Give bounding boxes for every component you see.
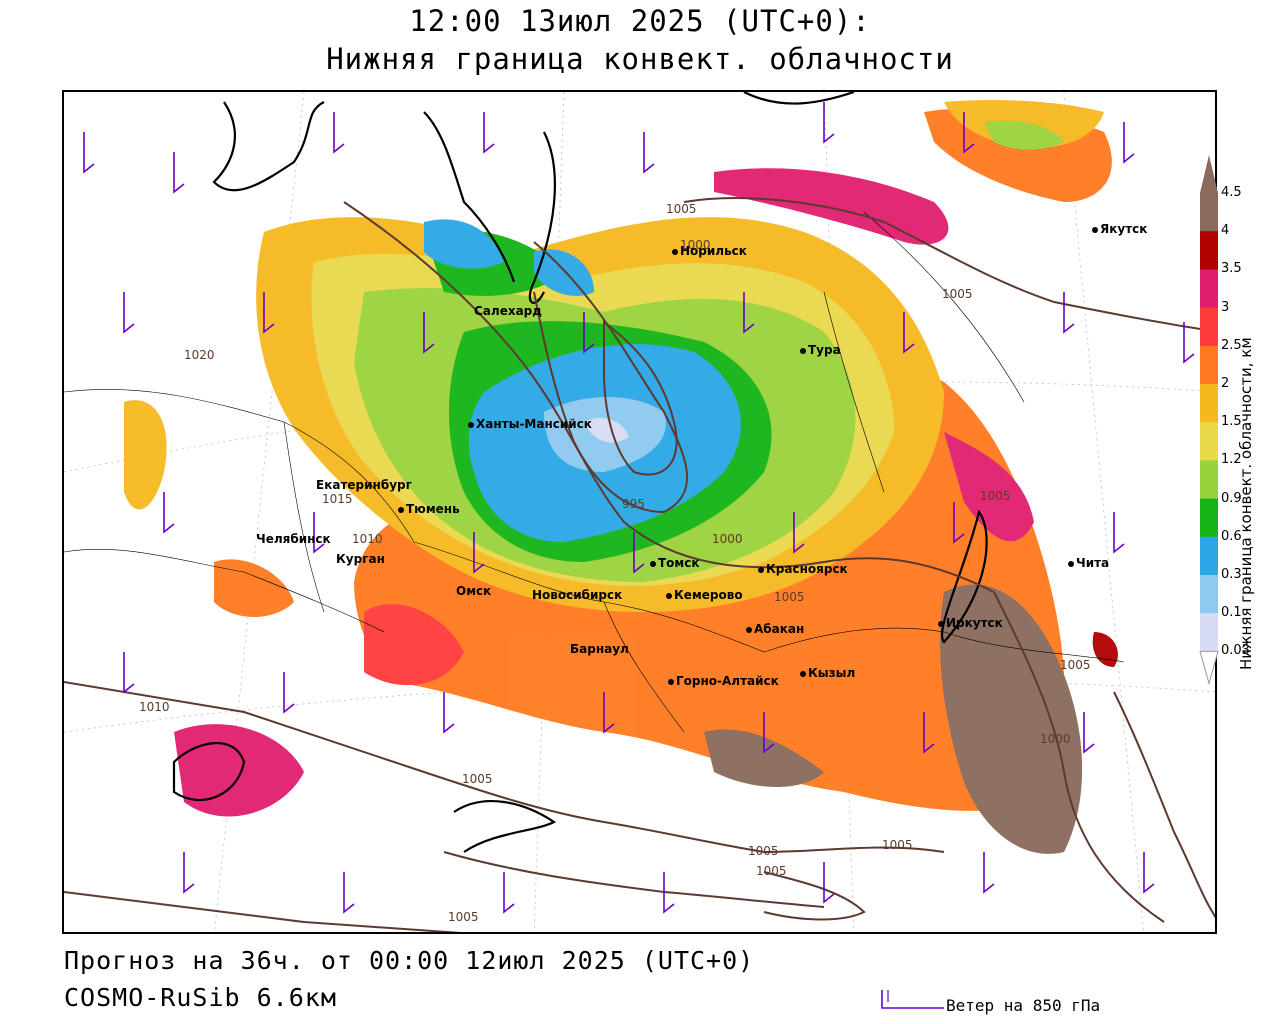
city-label: Салехард: [474, 304, 542, 318]
city-label: Барнаул: [570, 642, 629, 656]
isobar-label: 1005: [774, 590, 805, 604]
city-label: Горно-Алтайск: [668, 674, 779, 688]
isobar-label: 1005: [942, 287, 973, 301]
colorbar-title: Нижняя граница конвект. облачности, км: [1237, 337, 1255, 670]
city-label: Новосибирск: [532, 588, 623, 602]
city-label: Иркутск: [938, 616, 1003, 630]
cloud-base-field: [124, 100, 1118, 854]
map-field-svg: [64, 92, 1215, 932]
isobar-label: 1005: [980, 489, 1011, 503]
isobar-label: 1015: [322, 492, 353, 506]
city-label: Чита: [1068, 556, 1109, 570]
isobar-label: 1020: [184, 348, 215, 362]
colorbar-swatch: [1200, 307, 1218, 347]
colorbar-tick-label: 4: [1221, 223, 1230, 239]
city-dot: [800, 347, 806, 354]
city-dot: [1092, 226, 1098, 233]
forecast-map: 1005 1005 1000 995 1000 1005 1010 1015 1…: [62, 90, 1217, 934]
city-dot: [758, 566, 764, 573]
city-label: Якутск: [1092, 222, 1147, 236]
colorbar-swatch: [1200, 231, 1218, 270]
city-label: Красноярск: [758, 562, 848, 576]
city-label: Тюмень: [398, 502, 460, 516]
city-label: Челябинск: [256, 532, 331, 546]
isobar-label: 1000: [680, 238, 711, 252]
colorbar-swatch: [1200, 384, 1218, 423]
colorbar-top-arrow: [1200, 155, 1218, 193]
city-label: Тура: [800, 343, 841, 357]
map-title-time: 12:00 13июл 2025 (UTC+0):: [409, 4, 871, 38]
wind-barb-icon: [881, 990, 944, 1009]
city-dot: [800, 670, 806, 677]
forecast-run-info: Прогноз на 36ч. от 00:00 12июл 2025 (UTC…: [64, 946, 755, 975]
colorbar-swatch: [1200, 269, 1218, 309]
colorbar-tick-label: 0.1: [1221, 605, 1242, 621]
city-label: Омск: [456, 584, 492, 598]
colorbar-swatch: [1200, 498, 1218, 538]
isobar-label: 1005: [748, 844, 779, 858]
isobar-label: 1000: [1040, 732, 1071, 746]
colorbar-tick-label: 1.2: [1221, 452, 1242, 468]
city-dot: [746, 626, 752, 633]
city-dot: [666, 592, 672, 599]
isobar-label: 1010: [352, 532, 383, 546]
city-dot: [672, 248, 678, 255]
colorbar-tick-label: 2.5: [1221, 337, 1242, 353]
model-name: COSMO-RuSib 6.6км: [64, 983, 337, 1012]
colorbar-tick-label: 3.5: [1221, 261, 1242, 277]
isobar-label: 1005: [462, 772, 493, 786]
colorbar-swatch: [1200, 193, 1218, 232]
colorbar: 4.5 4 3.5 3 2.5 2 1.5 1.2 0.9 0.6 0.3 0.1 0.03: [1198, 155, 1278, 700]
city-dot: [668, 678, 674, 685]
colorbar-tick-label: 0.9: [1221, 490, 1242, 506]
colorbar-tick-label: 0.03: [1221, 643, 1250, 659]
isobar-label: 1005: [756, 864, 787, 878]
colorbar-tick-label: 2: [1221, 376, 1230, 391]
city-dot: [468, 421, 474, 428]
city-label: Кызыл: [800, 666, 855, 680]
city-label: Абакан: [746, 622, 804, 636]
city-label: Кемерово: [666, 588, 743, 602]
colorbar-swatch: [1200, 460, 1218, 500]
city-label: Екатеринбург: [316, 478, 412, 492]
city-dot: [650, 560, 656, 567]
colorbar-tick-label: 4.5: [1221, 185, 1242, 200]
city-dot: [1068, 560, 1074, 567]
map-title-parameter: Нижняя граница конвект. облачности: [326, 42, 954, 76]
city-dot: [938, 620, 944, 627]
isobar-label: 995: [622, 497, 645, 511]
colorbar-swatch: [1200, 575, 1218, 614]
isobar-label: 1005: [666, 202, 697, 216]
colorbar-tick-label: 3: [1221, 299, 1230, 315]
colorbar-swatch: [1200, 422, 1218, 461]
city-label: Норильск: [672, 244, 747, 258]
colorbar-tick-label: 0.6: [1221, 528, 1242, 544]
wind-barbs: [83, 102, 1195, 914]
city-label: Курган: [336, 552, 385, 566]
colorbar-swatch: [1200, 536, 1218, 576]
isobar-label: 1005: [1060, 658, 1091, 672]
colorbar-tick-label: 0.3: [1221, 567, 1242, 582]
wind-legend-label: Ветер на 850 гПа: [946, 996, 1101, 1015]
colorbar-swatch: [1200, 345, 1218, 385]
city-label: Томск: [650, 556, 700, 570]
coastlines: [172, 92, 988, 853]
colorbar-swatch: [1200, 613, 1218, 652]
city-label: Ханты-Мансийск: [468, 417, 592, 431]
colorbar-tick-label: 1.5: [1221, 414, 1242, 430]
isobar-label: 1005: [448, 910, 479, 924]
colorbar-svg: [1199, 155, 1219, 686]
admin-borders: [64, 211, 1125, 733]
city-dot: [398, 506, 404, 513]
isobar-label: 1005: [882, 838, 913, 852]
wind-legend: Ветер на 850 гПа: [880, 988, 1140, 1016]
isobar-label: 1000: [712, 532, 743, 546]
colorbar-bottom-arrow: [1199, 650, 1219, 686]
isobar-label: 1010: [139, 700, 170, 714]
